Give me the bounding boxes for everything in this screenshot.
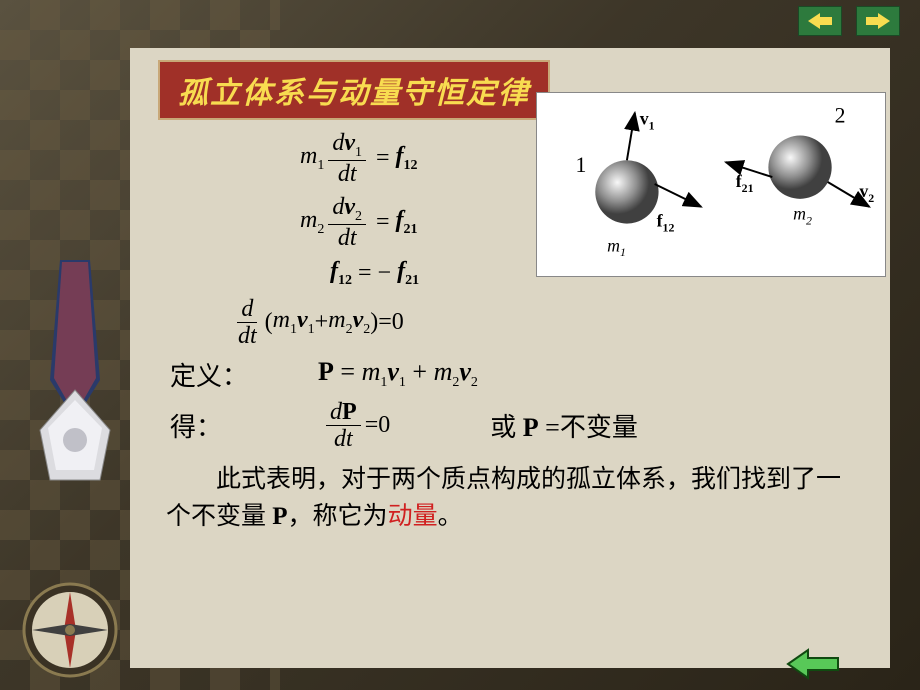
- label-1: 1: [575, 153, 586, 177]
- label-f21: f21: [736, 171, 754, 195]
- nav-button-group: [798, 6, 900, 36]
- eq1-frac: dv1 dt: [328, 130, 366, 188]
- nav-back-button[interactable]: [786, 648, 840, 680]
- eq4-eq: =: [378, 308, 392, 337]
- nav-next-icon: [864, 11, 892, 31]
- result-label: 得：: [170, 407, 222, 444]
- slide-title: 孤立体系与动量守恒定律: [158, 60, 550, 120]
- eq4-m1v1: m1v1: [273, 306, 315, 339]
- compass-decoration: [20, 580, 120, 680]
- medal-decoration: [20, 260, 130, 540]
- label-v1: v1: [640, 109, 655, 133]
- label-2: 2: [835, 104, 846, 128]
- equation-6: dP dt = 0: [322, 399, 390, 453]
- label-m1: m1: [607, 235, 626, 259]
- arrow-v1: [627, 113, 635, 160]
- explanation-text: 此式表明，对于两个质点构成的孤立体系，我们找到了一个不变量 P，称它为动量。: [166, 462, 854, 535]
- momentum-term: 动量: [388, 503, 438, 530]
- definition-row: 定义： P = m1v1 + m2v2: [170, 356, 860, 393]
- equation-4: d dt ( m1v1 + m2v2 ) = 0: [230, 296, 860, 350]
- arrow-f12: [655, 184, 701, 207]
- result-row: 得： dP dt = 0 或 P =不变量: [170, 399, 860, 453]
- eq3-eq: = −: [358, 259, 391, 288]
- eq1-f: f12: [396, 142, 418, 175]
- definition-label: 定义：: [170, 356, 248, 393]
- eq4-open: (: [265, 308, 273, 337]
- arrow-f21: [726, 162, 772, 177]
- eq3-f2: f21: [397, 257, 419, 290]
- eq4-plus: +: [315, 308, 329, 337]
- eq1-m: m1: [300, 142, 324, 175]
- nav-prev-button[interactable]: [798, 6, 842, 36]
- eq2-f: f21: [396, 206, 418, 239]
- eq2-equals: =: [376, 208, 390, 237]
- two-particle-diagram: 1 2 v1 f12 f21 v2 m1 m2: [536, 92, 886, 277]
- nav-prev-icon: [806, 11, 834, 31]
- label-f12: f12: [657, 211, 675, 235]
- eq3-f1: f12: [330, 257, 352, 290]
- eq4-close: ): [370, 308, 378, 337]
- label-m2: m2: [793, 204, 812, 228]
- eq2-m: m2: [300, 206, 324, 239]
- equation-5: P = m1v1 + m2v2: [318, 357, 478, 391]
- or-expression: 或 P =不变量: [490, 407, 638, 444]
- nav-next-button[interactable]: [856, 6, 900, 36]
- eq4-m2v2: m2v2: [328, 306, 370, 339]
- eq2-frac: dv2 dt: [328, 194, 366, 252]
- eq1-equals: =: [376, 144, 390, 173]
- sphere-1: [595, 160, 658, 223]
- nav-back-icon: [786, 648, 840, 680]
- sphere-2: [768, 136, 831, 199]
- eq4-frac: d dt: [234, 296, 261, 350]
- eq4-rhs: 0: [392, 308, 404, 337]
